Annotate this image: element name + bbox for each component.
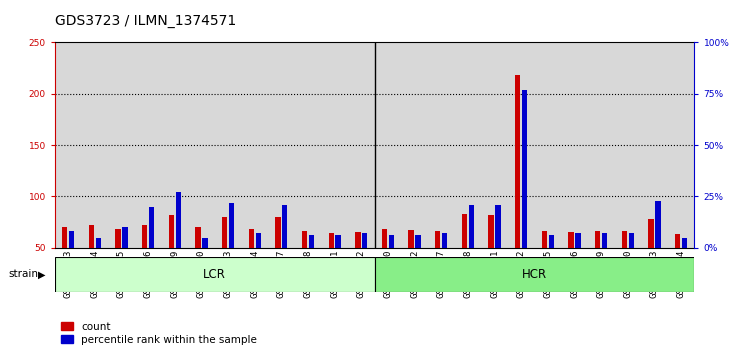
Bar (169, 215, 174, 248)
Bar (122, 227, 128, 248)
Bar (569, 232, 574, 248)
Bar (496, 205, 501, 248)
Bar (675, 234, 681, 248)
Bar (222, 217, 227, 248)
Bar (488, 215, 493, 248)
Bar (409, 230, 414, 248)
Text: strain: strain (9, 269, 39, 279)
Bar (115, 229, 121, 248)
Text: ▶: ▶ (38, 269, 45, 279)
Bar (515, 75, 520, 248)
Bar (175, 192, 181, 248)
Bar (362, 233, 368, 248)
Bar (302, 232, 307, 248)
Bar (629, 233, 634, 248)
Bar (435, 232, 441, 248)
Bar (655, 201, 661, 248)
Bar (442, 233, 447, 248)
Bar (96, 238, 101, 248)
Bar (336, 235, 341, 248)
Bar (382, 229, 387, 248)
Bar (595, 232, 600, 248)
Text: HCR: HCR (522, 268, 547, 281)
Bar (308, 235, 314, 248)
Bar (389, 235, 394, 248)
Bar (256, 233, 261, 248)
Bar (682, 238, 687, 248)
Bar (55, 257, 374, 292)
Bar (462, 214, 467, 248)
Bar (69, 232, 75, 248)
Bar (249, 229, 254, 248)
Bar (575, 233, 580, 248)
Bar (202, 238, 208, 248)
Bar (282, 205, 287, 248)
Text: GDS3723 / ILMN_1374571: GDS3723 / ILMN_1374571 (55, 14, 236, 28)
Bar (602, 233, 607, 248)
Bar (142, 225, 148, 248)
Bar (542, 232, 547, 248)
Bar (149, 207, 154, 248)
Bar (549, 235, 554, 248)
Legend: count, percentile rank within the sample: count, percentile rank within the sample (56, 317, 262, 349)
Bar (374, 257, 694, 292)
Bar (62, 227, 67, 248)
Bar (328, 233, 334, 248)
Bar (276, 217, 281, 248)
Bar (522, 90, 527, 248)
Bar (621, 232, 627, 248)
Bar (648, 219, 654, 248)
Text: LCR: LCR (203, 268, 226, 281)
Bar (469, 205, 474, 248)
Bar (229, 202, 234, 248)
Bar (415, 235, 421, 248)
Bar (355, 232, 360, 248)
Bar (88, 225, 94, 248)
Bar (195, 227, 200, 248)
